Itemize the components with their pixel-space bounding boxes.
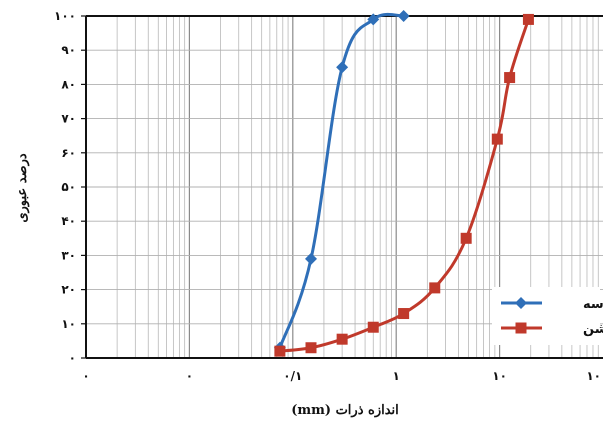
series-layer <box>273 10 534 357</box>
x-tick-labels: ۰ ۰ ۰/۱ ۱ ۱۰ ۱۰ <box>82 369 601 383</box>
y-tick-label: ۰ <box>69 351 76 365</box>
y-tick-label: ۹۰ <box>61 43 76 57</box>
data-point <box>504 72 516 84</box>
y-tick-label: ۵۰ <box>61 180 76 194</box>
y-tick-label: ۱۰۰ <box>54 9 76 23</box>
x-tick-label: ۰/۱ <box>283 369 302 383</box>
x-axis-label: اندازه ذرات (mm) <box>291 403 399 418</box>
y-tick-label: ۷۰ <box>61 112 76 126</box>
x-tick-label: ۰ <box>82 369 89 383</box>
legend-swatch-marker <box>515 322 527 334</box>
data-point <box>429 282 441 294</box>
data-point <box>367 321 379 333</box>
y-tick-label: ۶۰ <box>61 146 76 160</box>
legend-entry-label: شن <box>583 322 603 337</box>
legend-swatch-marker <box>515 297 527 309</box>
x-tick-label: ۱ <box>393 369 400 383</box>
data-point <box>398 308 410 320</box>
data-point <box>305 342 317 354</box>
data-point <box>274 345 286 357</box>
x-tick-label: ۰ <box>186 369 193 383</box>
y-tick-label: ۳۰ <box>61 248 76 262</box>
data-point <box>397 10 410 22</box>
legend-box <box>492 287 600 345</box>
x-tick-label: ۱۰ <box>586 369 601 383</box>
series-2 <box>274 13 534 357</box>
data-point <box>522 13 534 25</box>
legend: ماسه شن <box>492 287 603 345</box>
y-tick-labels: ۰ ۱۰ ۲۰ ۳۰ ۴۰ ۵۰ ۶۰ ۷۰ ۸۰ ۹۰ ۱۰۰ <box>54 9 86 365</box>
data-point <box>336 333 348 345</box>
legend-entry-label: ماسه <box>583 297 603 312</box>
series-line <box>278 17 530 353</box>
y-axis-label: درصد عبوری <box>15 153 30 223</box>
y-tick-label: ۸۰ <box>61 77 76 91</box>
data-point <box>460 232 472 244</box>
data-point <box>367 13 380 26</box>
x-tick-label: ۱۰ <box>492 369 507 383</box>
y-tick-label: ۴۰ <box>61 214 76 228</box>
data-point <box>491 133 503 145</box>
y-tick-label: ۱۰ <box>61 317 76 331</box>
y-tick-label: ۲۰ <box>61 283 76 297</box>
data-point <box>305 252 318 265</box>
data-point <box>336 61 349 74</box>
